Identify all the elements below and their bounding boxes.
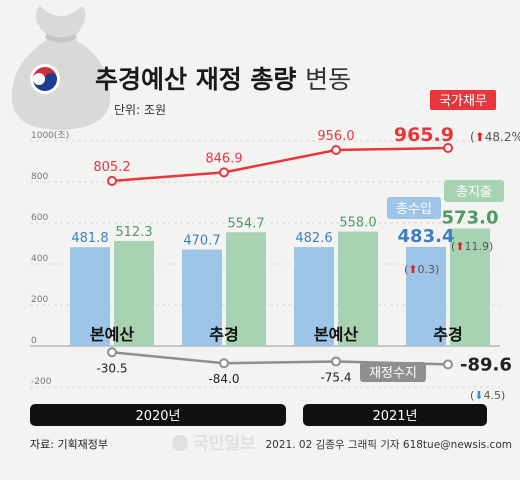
legend-revenue: 총수입 [387,197,441,219]
expenditure-value-label: 512.3 [115,225,152,240]
y-tick-label: 800 [31,172,48,182]
balance-point [331,356,341,367]
debt-point [443,142,453,153]
source-label: 자료: 기획재정부 [30,438,108,451]
category-label: 본예산 [314,325,358,344]
y-tick-label: 200 [31,295,48,305]
revenue-bar [70,247,110,346]
legend-expenditure: 총지출 [444,180,504,202]
svg-text:국민일보: 국민일보 [193,434,256,454]
revenue-bar [406,246,446,346]
year-2021-band: 2021년 [303,404,487,426]
debt-value-label: 956.0 [317,129,354,144]
balance-value-label: -30.5 [96,361,127,375]
category-label: 추경 [433,325,462,344]
svg-text:2020년: 2020년 [135,409,180,424]
y-tick-label: 600 [31,213,48,223]
y-tick-label: 0 [31,336,37,346]
debt-point [331,145,341,156]
money-bag-icon [11,6,111,130]
svg-text:2021년: 2021년 [372,409,417,424]
year-2020-band: 2020년 [30,404,286,426]
debt-point [219,167,229,178]
y-tick-label: -200 [31,377,52,387]
svg-text:(⬆0.3): (⬆0.3) [404,263,439,276]
expenditure-value-label: 558.0 [339,216,376,231]
revenue-value-label: 470.7 [183,234,220,249]
debt-value-label: 846.9 [205,151,242,166]
expenditure-bar [114,240,154,346]
debt-line [111,146,449,183]
balance-point [107,347,117,358]
expenditure-value-label: 554.7 [227,216,264,231]
revenue-change: (⬆0.3) [404,263,439,276]
svg-text:국가채무: 국가채무 [439,94,487,109]
newspaper-watermark: 국민일보 [172,434,256,454]
svg-text:(⬇4.5): (⬇4.5) [470,389,505,402]
category-label: 추경 [209,325,238,344]
balance-point [219,358,229,369]
value-labels: 481.8 512.3 본예산 470.7 554.7 추경 482.6 558.0 본예산 48… [71,124,512,386]
credit-label: 2021. 02 김종우 그래픽 기자 618tue@newsis.com [266,439,513,451]
svg-text:재정수지: 재정수지 [369,366,417,381]
debt-value-label: 805.2 [93,160,130,175]
government-emblem-icon [30,64,60,94]
debt-change: (⬆48.2%) [470,130,520,144]
y-tick-label: 1000(조) [31,131,69,141]
y-tick-label: 400 [31,254,48,264]
debt-value-label: 965.9 [394,124,454,146]
expenditure-change: (⬆11.9) [451,240,493,253]
category-label: 본예산 [90,325,134,344]
expenditure-bar [450,228,490,346]
svg-text:(⬆11.9): (⬆11.9) [451,240,493,253]
revenue-value-label: 482.6 [295,231,332,246]
revenue-value-label: 483.4 [398,226,455,247]
balance-change: (⬇4.5) [470,389,505,402]
legend-debt: 국가채무 [430,90,496,110]
svg-text:(⬆48.2%): (⬆48.2%) [470,130,520,144]
balance-point [443,359,453,370]
balance-value-label: -89.6 [460,354,512,375]
balance-value-label: -84.0 [208,372,239,386]
expenditure-bar [338,231,378,346]
svg-text:총지출: 총지출 [456,185,492,200]
revenue-value-label: 481.8 [71,231,108,246]
revenue-bar [182,249,222,346]
legend-balance: 재정수지 [360,362,426,382]
debt-point [107,175,117,186]
expenditure-bar [226,232,266,346]
unit-label: 단위: 조원 [114,103,166,117]
svg-text:총수입: 총수입 [396,202,432,217]
bars [70,228,490,346]
revenue-bar [294,247,334,346]
expenditure-value-label: 573.0 [442,208,499,229]
balance-value-label: -75.4 [320,370,351,384]
series-lines [107,142,453,370]
chart-title: 추경예산 재정 총량 변동 [95,65,351,94]
